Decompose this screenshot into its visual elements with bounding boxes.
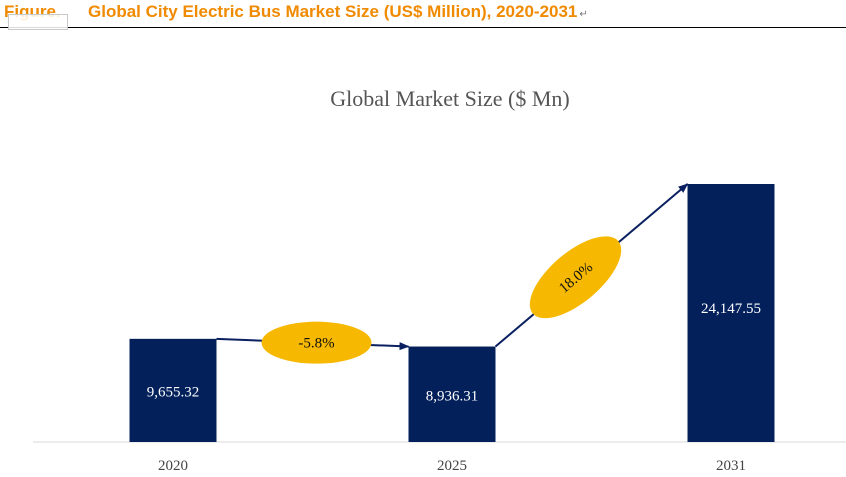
paragraph-mark-icon: ↵	[579, 9, 588, 20]
bar-value-label-2025: 8,936.31	[426, 388, 479, 404]
x-tick-2020: 2020	[158, 458, 188, 474]
bar-2031	[687, 184, 775, 442]
figure-title-text: Global City Electric Bus Market Size (US…	[88, 2, 578, 21]
bar-value-label-2031: 24,147.55	[701, 301, 761, 317]
bar-2025	[408, 346, 496, 442]
bar-value-label-2020: 9,655.32	[147, 384, 200, 400]
growth-rate-label-1: -5.8%	[298, 336, 334, 352]
growth-ellipse-2-group: 18.0%	[529, 236, 622, 319]
bar-2020	[129, 338, 217, 442]
bars-group: 9,655.32 8,936.31 24,147.55	[129, 184, 775, 442]
figure-badge[interactable]	[8, 14, 68, 30]
chart-title: Global Market Size ($ Mn)	[330, 86, 570, 111]
figure-header: Figure. Global City Electric Bus Market …	[0, 0, 846, 30]
x-tick-2025: 2025	[437, 458, 467, 474]
x-tick-labels: 2020 2025 2031	[158, 458, 746, 474]
growth-ellipse-2	[529, 236, 622, 319]
x-tick-2031: 2031	[716, 458, 746, 474]
growth-arrows-group: -5.8% 18.0%	[216, 183, 689, 364]
figure-title: Global City Electric Bus Market Size (US…	[88, 2, 588, 22]
growth-ellipse-1	[261, 321, 372, 364]
